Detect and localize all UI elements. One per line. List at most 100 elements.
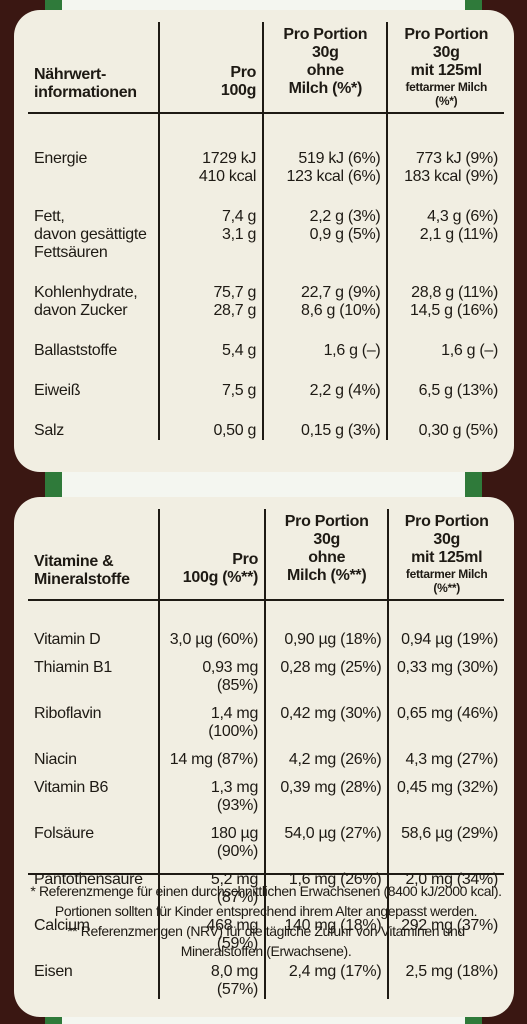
gap-cell [262,400,388,422]
cell-milk: 0,45 mg (32%) [387,779,504,815]
cell-per100: 1,4 mg (100%) [158,705,266,741]
gap-cell [387,861,504,871]
gap-cell [28,320,159,342]
gap-cell [158,769,266,779]
footnote-3: ** Referenzmengen (NRV) für die tägliche… [67,923,465,939]
cell-per100: 1729 kJ 410 kcal [157,150,264,186]
gap-cell [157,400,264,422]
gap-cell [386,400,504,422]
gap-cell [262,262,388,284]
row-gap [28,262,504,284]
cell-plain: 2,2 g (4%) [262,382,388,400]
cell-per100: 3,0 µg (60%) [158,631,266,649]
gap-cell [28,186,159,208]
cell-plain: 1,6 g (–) [262,342,388,360]
cell-milk: 0,33 mg (30%) [387,659,504,695]
cell-label: Eiweiß [34,382,81,399]
gap-cell [158,741,266,751]
cell-per100: 0,93 mg (85%) [158,659,266,695]
gap-cell [386,262,504,284]
gap-cell [28,360,159,382]
cell-per100: 7,5 g [157,382,264,400]
gap-cell [264,907,389,917]
vit-header-per100-text: Pro 100g (%**) [182,551,259,586]
gap-cell [158,600,266,631]
cell-milk: 2,0 mg (34%) [387,871,504,907]
cell-label: Vitamin B6 [34,779,109,796]
table-row: Folsäure 180 µg (90%) 54,0 µg (27%) 58,6 µg… [28,825,504,861]
cell-label: Vitamin D [34,631,101,648]
nutrition-header-row: Nährwert- informationen Pro 100g Pro Por… [28,22,504,114]
cell-label: Riboflavin [34,705,102,722]
gap-cell [386,360,504,382]
gap-cell [264,769,389,779]
cell-per100: 14 mg (87%) [158,751,266,769]
gap-cell [387,907,504,917]
cell-per100: 5,2 mg (87%) [158,871,266,907]
row-gap [28,186,504,208]
header-portion-milk-sub: fettarmer Milch (%*) [405,80,487,108]
gap-cell [158,907,266,917]
gap-cell [262,186,388,208]
header-portion-plain: Pro Portion 30g ohne Milch (%*) [262,22,388,114]
gap-cell [264,600,389,631]
cell-per100: 8,0 mg (57%) [158,963,266,999]
row-gap [28,861,504,871]
cell-per100: 0,50 g [157,422,264,440]
cell-label: Kohlenhydrate, davon Zucker [34,284,138,319]
table-row: Eisen 8,0 mg (57%) 2,4 mg (17%) 2,5 mg (18%… [28,963,504,999]
nutrition-table: Nährwert- informationen Pro 100g Pro Por… [28,22,504,440]
gap-cell [386,320,504,342]
cell-per100: 1,3 mg (93%) [158,779,266,815]
gap-cell [387,649,504,659]
vit-header-per100: Pro 100g (%**) [158,509,266,601]
header-label: Nährwert- informationen [28,22,159,114]
gap-cell [28,815,159,825]
cell-per100: 75,7 g 28,7 g [157,284,264,320]
table-row: Energie 1729 kJ 410 kcal 519 kJ (6%) 123 k… [28,150,504,186]
cell-label: Pantothensäure [34,871,143,888]
gap-cell [387,695,504,705]
cell-plain: 0,42 mg (30%) [264,705,389,741]
gap-cell [157,320,264,342]
cell-plain: 140 mg (18%) [264,917,389,953]
cell-plain: 519 kJ (6%) 123 kcal (6%) [262,150,388,186]
footnote-4: Mineralstoffen (Erwachsene). [180,943,352,959]
gap-cell [262,113,388,150]
table-row: Pantothensäure 5,2 mg (87%) 1,6 mg (26%) 2,… [28,871,504,907]
vit-header-label: Vitamine & Mineralstoffe [28,509,160,601]
cell-milk: 773 kJ (9%) 183 kcal (9%) [386,150,504,186]
vit-header-portion-milk-sub: fettarmer Milch (%**) [405,567,488,595]
gap-cell [386,113,504,150]
gap-cell [158,815,266,825]
vit-header-portion-milk: Pro Portion 30g mit 125ml fettarmer Milch… [387,509,504,601]
cell-plain: 0,39 mg (28%) [264,779,389,815]
gap-cell [264,695,389,705]
table-row: Thiamin B1 0,93 mg (85%) 0,28 mg (25%) 0,33… [28,659,504,695]
gap-cell [387,741,504,751]
gap-cell [264,741,389,751]
cell-plain: 1,6 mg (26%) [264,871,389,907]
gap-cell [28,649,159,659]
table-row: Niacin 14 mg (87%) 4,2 mg (26%) 4,3 mg (27%… [28,751,504,769]
gap-cell [264,861,389,871]
vitamins-header-row: Vitamine & Mineralstoffe Pro 100g (%**) … [28,509,504,601]
cell-per100: 180 µg (90%) [158,825,266,861]
cell-plain: 2,4 mg (17%) [264,963,389,999]
row-gap [28,907,504,917]
nutrition-body: Energie 1729 kJ 410 kcal 519 kJ (6%) 123 k… [28,113,504,440]
gap-cell [28,769,159,779]
cell-label: Energie [34,150,88,167]
header-portion-plain-text: Pro Portion 30g ohne Milch (%*) [283,26,368,97]
cell-plain: 4,2 mg (26%) [264,751,389,769]
cell-per100: 468 mg (59%) [158,917,266,953]
gap-cell [387,600,504,631]
row-gap [28,113,504,150]
gap-cell [264,815,389,825]
vitamins-table: Vitamine & Mineralstoffe Pro 100g (%**) … [28,509,504,999]
table-row: Salz 0,50 g 0,15 g (3%) 0,30 g (5%) [28,422,504,440]
table-row: Eiweiß 7,5 g 2,2 g (4%) 6,5 g (13%) [28,382,504,400]
cell-label: Calcium [34,917,90,934]
vit-header-label-text: Vitamine & Mineralstoffe [34,553,130,588]
gap-cell [28,600,159,631]
